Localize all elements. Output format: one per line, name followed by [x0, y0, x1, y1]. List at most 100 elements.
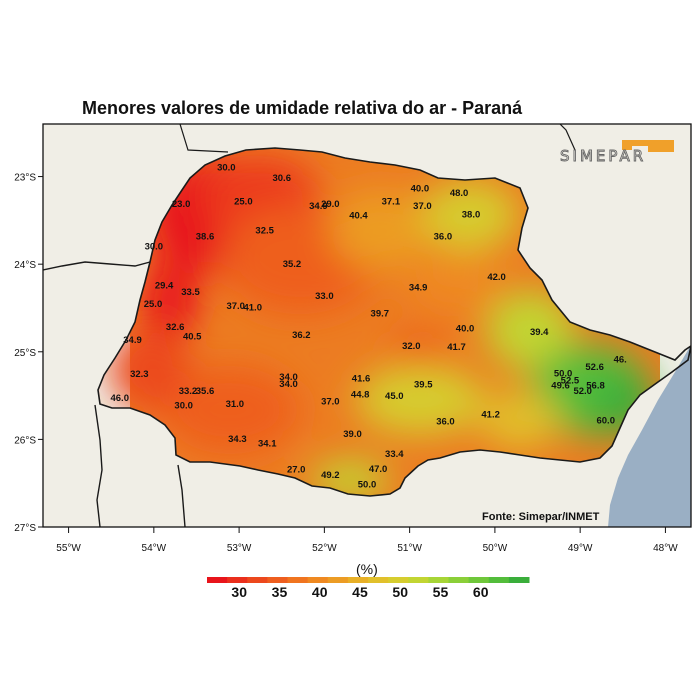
map-frame — [42, 123, 692, 528]
station-value: 37.0 — [226, 301, 245, 312]
x-tick-label: 51°W — [397, 543, 422, 554]
station-value: 33.5 — [181, 287, 200, 298]
border-line-paraguay — [94, 404, 103, 527]
y-tick-label: 23°S — [14, 173, 36, 184]
station-value: 40.0 — [411, 183, 430, 194]
station-value: 39.0 — [343, 429, 362, 440]
station-value: 34.1 — [258, 438, 277, 449]
humidity-zone — [480, 390, 560, 450]
station-value: 39.4 — [530, 327, 549, 338]
station-value: 34.0 — [279, 379, 298, 390]
y-tick-label: 25°S — [14, 348, 36, 359]
station-value: 33.2 — [179, 386, 198, 397]
station-value: 32.0 — [402, 341, 421, 352]
station-value: 34.0 — [279, 372, 298, 383]
station-value: 25.0 — [144, 299, 163, 310]
station-value: 40.5 — [183, 332, 202, 343]
x-tick-label: 48°W — [653, 543, 678, 554]
legend-swatch — [428, 577, 449, 583]
station-value: 34.9 — [409, 282, 428, 293]
parana-border — [97, 147, 691, 497]
humidity-zone — [355, 365, 485, 435]
station-value: 37.0 — [413, 201, 432, 212]
station-value: 39.5 — [414, 380, 433, 391]
station-value: 32.6 — [166, 322, 185, 333]
station-value: 31.0 — [226, 399, 245, 410]
source-credit: Fonte: Simepar/INMET — [482, 511, 600, 523]
station-value: 41.0 — [243, 303, 262, 314]
station-value: 45.0 — [385, 391, 404, 402]
station-value: 49.6 — [551, 381, 570, 392]
y-tick-label: 26°S — [14, 435, 36, 446]
station-value: 46. — [614, 354, 627, 365]
station-value: 37.1 — [382, 197, 401, 208]
station-value: 30.0 — [145, 241, 164, 252]
station-value: 40.0 — [456, 324, 475, 335]
humidity-zone — [142, 260, 198, 340]
x-tick-label: 54°W — [142, 543, 167, 554]
border-line-north — [179, 124, 229, 153]
station-value: 41.7 — [447, 342, 466, 353]
station-value: 48.0 — [450, 188, 469, 199]
station-value: 33.4 — [385, 449, 404, 460]
station-value: 34.9 — [309, 201, 328, 212]
legend-swatch — [488, 577, 510, 583]
station-value: 29.0 — [321, 199, 340, 210]
humidity-zone — [110, 330, 190, 410]
station-labels: 30.030.623.0 25.0 34.929.0 37.140.0 48.037.0… — [110, 162, 626, 490]
station-value: 44.8 — [351, 389, 370, 400]
station-value: 29.4 — [155, 281, 174, 292]
station-value: 33.0 — [315, 291, 334, 302]
legend-swatch — [327, 577, 349, 583]
legend-label: 50 — [392, 584, 408, 600]
x-tick-label: 49°W — [568, 543, 593, 554]
station-value: 35.6 — [196, 386, 215, 397]
y-tick-label: 27°S — [14, 523, 36, 534]
legend-label: 30 — [231, 584, 247, 600]
station-value: 23.0 — [172, 199, 191, 210]
humidity-zone — [420, 180, 520, 250]
y-tick-label: 24°S — [14, 260, 36, 271]
legend-swatch — [307, 577, 329, 583]
station-value: 34.9 — [123, 335, 142, 346]
humidity-zone — [330, 190, 430, 270]
legend-swatch — [347, 577, 369, 583]
legend-label: 45 — [352, 584, 368, 600]
station-value: 40.4 — [349, 211, 368, 222]
station-value: 50.0 — [554, 368, 573, 379]
station-value: 47.0 — [369, 464, 388, 475]
y-axis-ticks: 23°S 24°S 25°S 26°S 27°S — [14, 173, 43, 534]
legend-label: 55 — [433, 584, 449, 600]
station-value: 32.5 — [255, 226, 274, 237]
map-title: Menores valores de umidade relativa do a… — [82, 98, 523, 118]
station-value: 50.0 — [358, 480, 377, 491]
legend-swatch — [368, 577, 389, 583]
station-value: 36.2 — [292, 330, 311, 341]
legend-swatch — [287, 577, 309, 583]
station-value: 46.0 — [110, 393, 129, 404]
station-value: 37.0 — [321, 396, 340, 407]
logo-text: SIMEPAR — [560, 147, 646, 165]
station-value: 32.3 — [130, 369, 149, 380]
station-value: 41.2 — [481, 409, 500, 420]
legend-label: 40 — [312, 584, 328, 600]
border-line-argentina — [177, 464, 186, 527]
station-value: 42.0 — [487, 272, 506, 283]
color-legend: 30 35 40 45 50 55 60 — [207, 577, 530, 600]
station-value: 56.8 — [586, 381, 605, 392]
x-tick-label: 53°W — [227, 543, 252, 554]
simepar-logo: SIMEPAR — [560, 140, 674, 165]
humidity-zone — [485, 290, 575, 370]
x-tick-label: 55°W — [56, 543, 81, 554]
station-value: 25.0 — [234, 197, 253, 208]
legend-swatch — [207, 577, 228, 583]
station-value: 36.0 — [436, 416, 455, 427]
station-value: 27.0 — [287, 465, 306, 476]
station-value: 38.0 — [462, 210, 481, 221]
legend-swatch — [508, 577, 530, 583]
station-value: 30.0 — [174, 401, 193, 412]
legend-swatch — [388, 577, 409, 583]
legend-swatch — [468, 577, 490, 583]
border-line-northeast — [559, 124, 576, 151]
humidity-zone — [160, 365, 300, 455]
